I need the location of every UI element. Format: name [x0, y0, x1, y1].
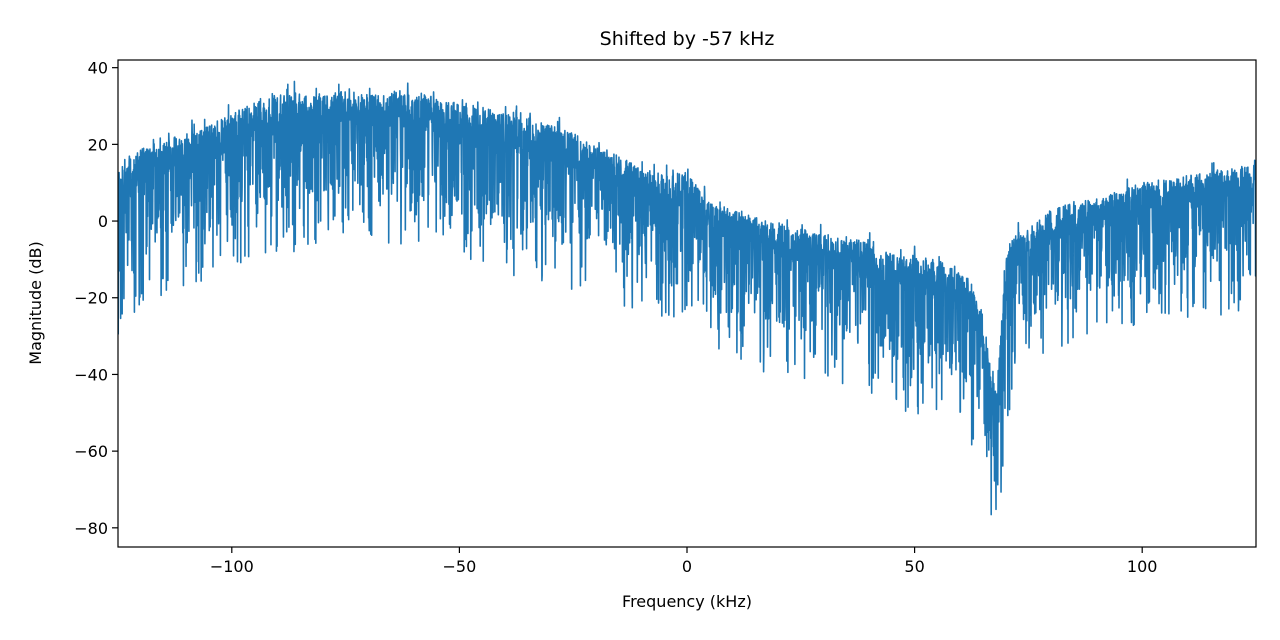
- y-tick-label: −40: [74, 365, 108, 384]
- x-axis-label: Frequency (kHz): [622, 592, 752, 611]
- y-tick-label: 20: [88, 135, 108, 154]
- y-tick-label: 0: [98, 212, 108, 231]
- y-tick-label: −80: [74, 519, 108, 538]
- plot-area: [118, 80, 1256, 516]
- y-tick-label: −60: [74, 442, 108, 461]
- x-tick-label: −100: [210, 557, 254, 576]
- x-tick-label: 50: [904, 557, 924, 576]
- y-axis-label: Magnitude (dB): [26, 241, 45, 364]
- y-tick-label: 40: [88, 59, 108, 78]
- x-axis: −100 −50 0 50 100: [210, 547, 1158, 576]
- x-tick-label: 0: [682, 557, 692, 576]
- y-axis: 40 20 0 −20 −40 −60 −80: [74, 59, 118, 538]
- chart-title: Shifted by -57 kHz: [600, 28, 775, 50]
- spectrum-series-line: [118, 80, 1256, 516]
- y-tick-label: −20: [74, 289, 108, 308]
- plot-frame: [117, 59, 1257, 548]
- x-tick-label: −50: [443, 557, 477, 576]
- series-layer: [118, 80, 1256, 516]
- x-tick-label: 100: [1127, 557, 1158, 576]
